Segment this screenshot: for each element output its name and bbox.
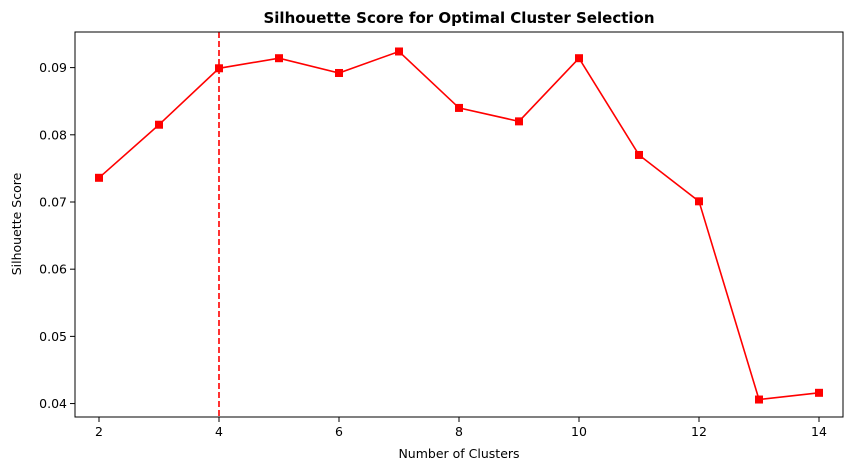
data-point bbox=[815, 388, 823, 397]
data-point bbox=[515, 117, 523, 126]
plot-area bbox=[95, 32, 823, 417]
x-tick-label: 2 bbox=[95, 424, 103, 439]
data-point bbox=[215, 64, 223, 73]
x-tick-label: 10 bbox=[571, 424, 587, 439]
x-tick-label: 4 bbox=[215, 424, 223, 439]
y-tick-label: 0.05 bbox=[39, 329, 67, 344]
data-point bbox=[95, 173, 103, 182]
y-tick-label: 0.04 bbox=[39, 396, 67, 411]
data-point bbox=[635, 150, 643, 159]
y-tick-label: 0.08 bbox=[39, 127, 67, 142]
y-axis-label: Silhouette Score bbox=[9, 172, 24, 275]
y-tick-label: 0.07 bbox=[39, 194, 67, 209]
x-tick-label: 6 bbox=[335, 424, 343, 439]
y-tick-label: 0.06 bbox=[39, 262, 67, 277]
y-tick-label: 0.09 bbox=[39, 60, 67, 75]
chart-title: Silhouette Score for Optimal Cluster Sel… bbox=[263, 9, 654, 27]
data-point bbox=[455, 103, 463, 112]
x-tick-label: 14 bbox=[811, 424, 827, 439]
x-tick-label: 8 bbox=[455, 424, 463, 439]
data-point bbox=[395, 47, 403, 56]
data-point bbox=[275, 54, 283, 63]
data-point bbox=[155, 120, 163, 129]
x-tick-label: 12 bbox=[691, 424, 707, 439]
data-point bbox=[575, 54, 583, 63]
series-line bbox=[98, 50, 820, 401]
data-point bbox=[335, 68, 343, 77]
data-point bbox=[695, 197, 703, 206]
plot-frame bbox=[74, 31, 844, 418]
data-point bbox=[755, 395, 763, 404]
x-axis-label: Number of Clusters bbox=[398, 446, 519, 461]
